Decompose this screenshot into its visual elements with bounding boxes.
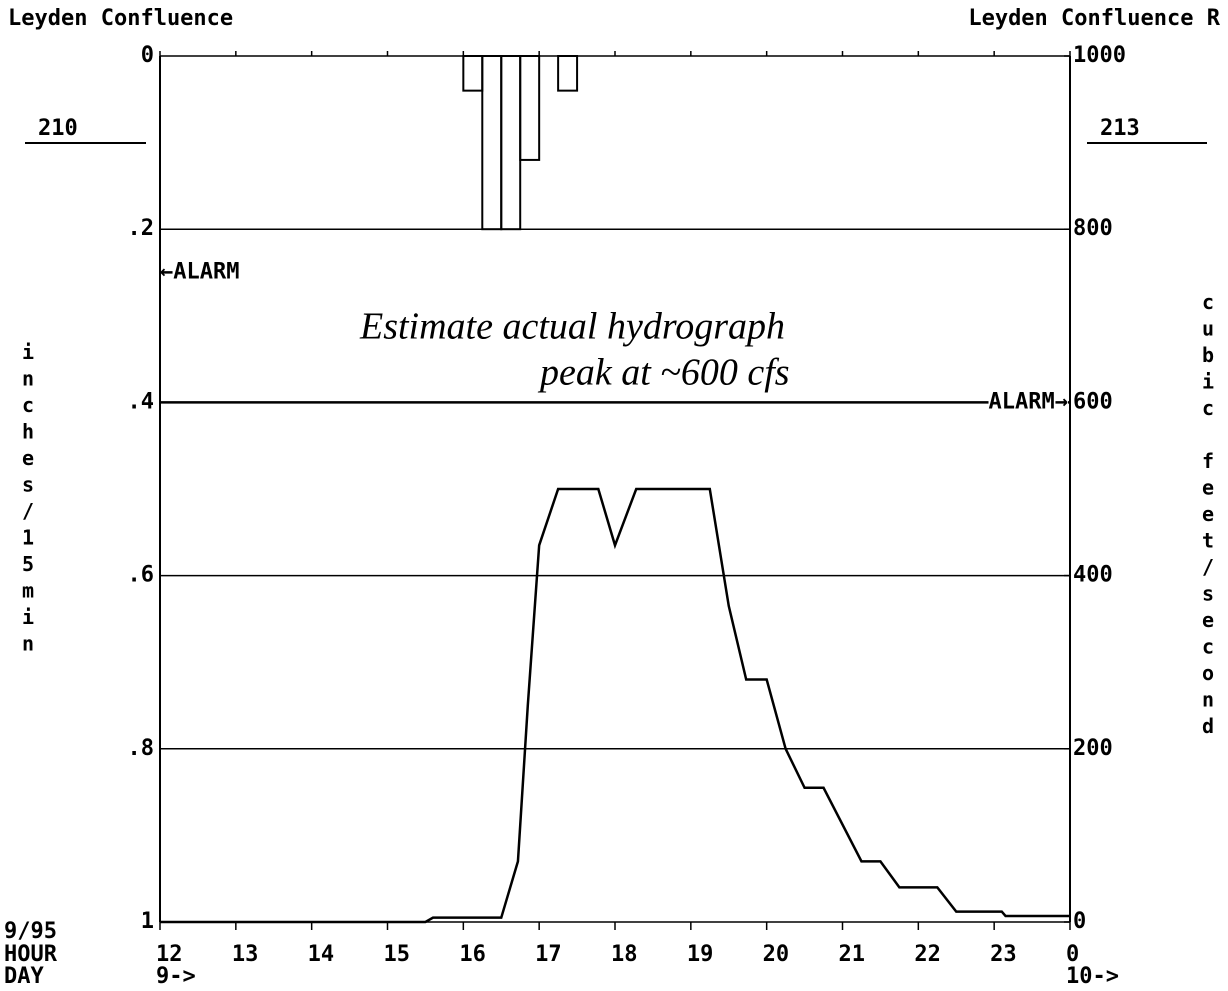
rain-bar <box>519 55 541 161</box>
header-left: Leyden Confluence <box>8 6 233 31</box>
x-tick-label: 13 <box>232 942 258 967</box>
y2-tick-label: 200 <box>1073 736 1113 761</box>
day-tick-label: 9-> <box>156 964 196 989</box>
x-tick-label: 19 <box>687 942 714 967</box>
x-tick-label: 20 <box>763 942 790 967</box>
annotation: Estimate actual hydrograph <box>359 306 785 348</box>
y-tick-label: .6 <box>128 563 155 588</box>
x-tick-label: 21 <box>839 942 866 967</box>
gauge-id-right: 213 <box>1100 116 1140 141</box>
rain-bar <box>500 55 522 231</box>
y2-tick-label: 600 <box>1073 389 1113 414</box>
date-label: 9/95 <box>4 919 57 944</box>
hour-label: HOUR <box>4 942 58 967</box>
alarm-label: ←ALARM <box>160 260 239 285</box>
y2-tick-label: 1000 <box>1073 43 1126 68</box>
day-label: DAY <box>4 964 44 989</box>
x-tick-label: 23 <box>990 942 1017 967</box>
y2-tick-label: 0 <box>1073 909 1086 934</box>
y-tick-label: .4 <box>128 389 155 414</box>
day-tick-label: 10-> <box>1066 964 1119 989</box>
x-tick-label: 14 <box>308 942 335 967</box>
x-tick-label: 15 <box>384 942 411 967</box>
x-tick-label: 12 <box>156 942 183 967</box>
y-tick-label: 1 <box>141 909 154 934</box>
y-tick-label: 0 <box>141 43 154 68</box>
alarm-label: ALARM→ <box>989 389 1068 414</box>
y2-axis-label: cubic feet/second <box>1196 290 1220 741</box>
rain-bar <box>557 55 579 92</box>
annotation: peak at ~600 cfs <box>537 352 790 394</box>
header-right: Leyden Confluence R <box>968 6 1220 31</box>
alarm-label-bg <box>988 389 1068 415</box>
y2-tick-label: 400 <box>1073 563 1113 588</box>
hydrograph-line <box>160 487 1070 924</box>
y-tick-label: .2 <box>128 216 155 241</box>
y-axis-label: inches/15min <box>16 340 40 658</box>
y-tick-label: .8 <box>128 736 155 761</box>
x-tick-label: 0 <box>1066 942 1079 967</box>
x-tick-label: 17 <box>535 942 562 967</box>
x-tick-label: 18 <box>611 942 638 967</box>
x-tick-label: 16 <box>459 942 486 967</box>
rain-bar <box>462 55 484 92</box>
y2-tick-label: 800 <box>1073 216 1113 241</box>
gauge-id-left: 210 <box>38 116 78 141</box>
x-tick-label: 22 <box>914 942 941 967</box>
rain-bar <box>481 55 503 231</box>
